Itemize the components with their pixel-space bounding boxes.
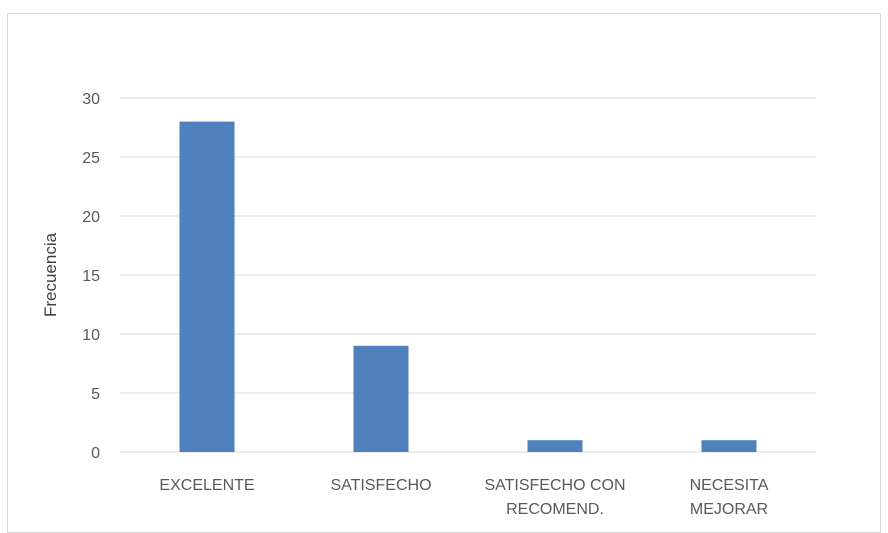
x-tick-label: EXCELENTE [159, 477, 254, 494]
y-tick-label: 0 [91, 445, 100, 462]
y-axis-title: Frecuencia [41, 232, 60, 317]
x-tick-label: NECESITA MEJORAR [690, 477, 769, 518]
bar [527, 440, 583, 452]
y-tick-label: 10 [82, 327, 100, 344]
gridlines [120, 97, 816, 453]
y-tick-label: 20 [82, 209, 100, 226]
y-tick-label: 15 [82, 268, 100, 285]
x-tick-label: SATISFECHO [330, 477, 431, 494]
y-tick-label: 5 [91, 386, 100, 403]
bar [353, 345, 409, 452]
x-tick-label: SATISFECHO CON RECOMEND. [484, 477, 625, 518]
y-tick-label: 25 [82, 150, 100, 167]
y-tick-label: 30 [82, 91, 100, 108]
bars [179, 121, 757, 452]
y-tick-labels: 0 5 10 15 20 25 30 [82, 91, 100, 462]
bar [701, 440, 757, 452]
bar [179, 121, 235, 452]
x-tick-labels: EXCELENTE SATISFECHO SATISFECHO CON RECOMEN… [159, 477, 768, 518]
